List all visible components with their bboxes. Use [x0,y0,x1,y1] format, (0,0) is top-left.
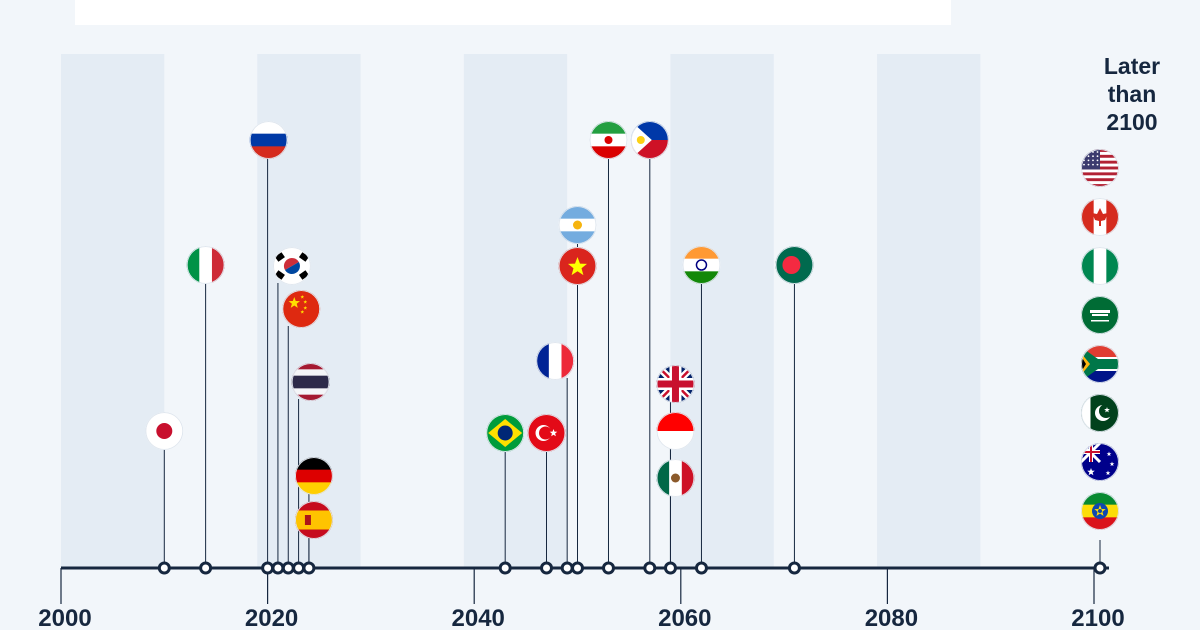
tick-label-2080: 2080 [865,605,918,630]
year-marker-2024 [302,561,316,575]
year-marker-2050 [571,561,584,575]
year-marker-2022 [281,561,295,575]
flag-italy [186,246,225,284]
flag-nigeria [1081,247,1119,285]
flag-russia [249,121,288,159]
flag-turkey [527,414,566,452]
tick-label-2060: 2060 [658,605,711,630]
flag-france [536,342,575,380]
flag-mexico [656,459,695,497]
flag-spain [294,501,333,539]
flag-ethiopia [1081,492,1119,530]
year-marker-2059 [663,561,677,575]
flag-united-kingdom [656,365,695,403]
flag-indonesia [656,412,695,450]
tick-label-2020: 2020 [245,605,298,630]
flag-united-states [1081,149,1119,187]
year-marker-2023 [292,561,306,575]
flag-pakistan [1081,394,1119,432]
flag-bangladesh [775,246,814,284]
decade-stripe-2079 [877,54,981,568]
year-marker-later [1093,561,1107,575]
tick-label-2040: 2040 [452,605,505,630]
flag-philippines [630,121,669,159]
decade-stripe-2000 [61,54,165,568]
flag-vietnam [558,247,597,285]
flag-japan [145,412,184,450]
year-marker-2049 [560,561,574,575]
flag-south-africa [1081,345,1119,383]
decade-stripe-2039 [463,54,568,568]
year-marker-2057 [643,561,657,575]
year-marker-2020 [261,561,275,575]
flag-canada [1081,198,1119,236]
year-marker-2043 [498,561,512,575]
flag-china [282,290,321,328]
year-marker-2014 [199,561,213,575]
flag-brazil [486,414,525,452]
year-marker-2053 [601,561,615,575]
flag-iran [589,121,628,159]
year-marker-2021 [271,561,285,575]
top-banner [75,0,951,25]
flag-thailand [291,363,330,401]
flag-argentina [558,206,597,244]
tick-label-2000: 2000 [38,605,91,630]
flag-south-korea [272,247,311,285]
later-than-2100-label: Later than 2100 [1103,53,1161,135]
tick-label-2100: 2100 [1071,605,1124,630]
year-marker-2047 [540,561,554,575]
year-marker-2010 [157,561,171,575]
flag-australia [1081,443,1119,481]
year-marker-2071 [787,561,801,575]
flag-india [682,246,721,284]
flag-saudi-arabia [1081,296,1119,334]
year-marker-2062 [694,561,708,575]
flag-germany [294,457,333,495]
